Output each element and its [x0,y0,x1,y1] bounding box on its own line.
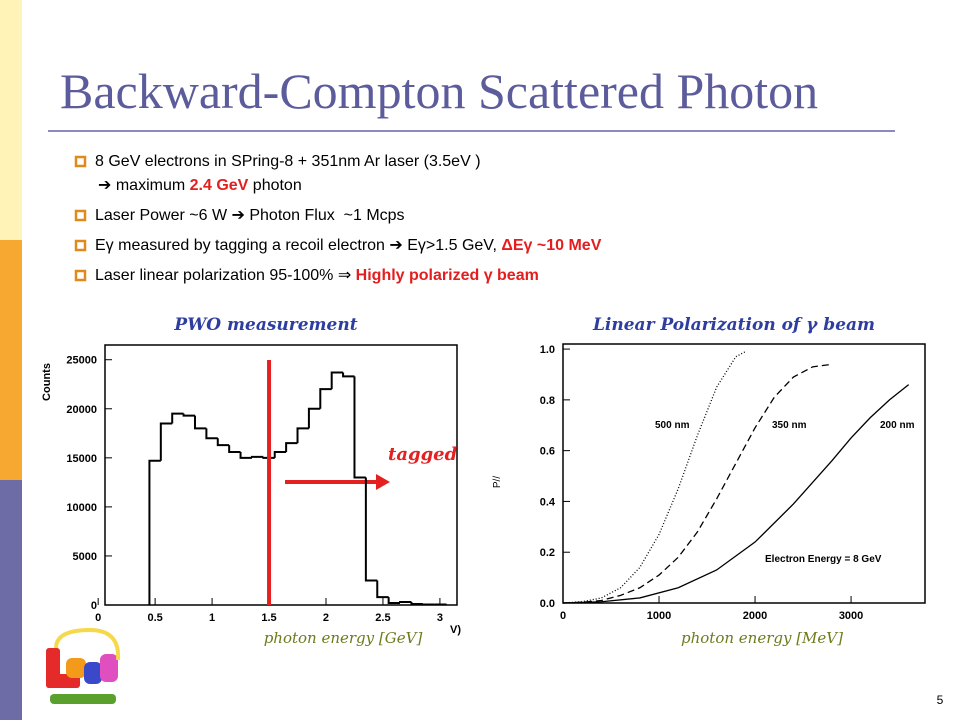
bullet-marker [74,269,87,282]
bullet-span: Laser linear polarization 95-100% ⇒ [95,267,356,284]
chart-title: Linear Polarization of γ beam [592,315,875,335]
histogram-bin [307,407,321,429]
curve-label: 350 nm [772,420,807,431]
y-tick-label: 20000 [66,404,97,416]
x-tick-label: 0 [560,610,566,622]
y-axis-label: Counts [41,363,53,401]
histogram-bin [364,477,378,582]
x-tick-label: 2000 [743,610,767,622]
polarization-curve [562,351,746,604]
histogram-bin [148,459,161,605]
x-tick-label: 2 [323,612,329,624]
polarization-curve [562,384,910,604]
y-tick-label: 5000 [73,551,97,563]
x-tick-label: 0.5 [147,612,162,624]
histogram-bin [216,438,230,447]
y-tick-label: 1.0 [540,344,555,356]
histogram-bin [228,445,241,453]
bullet-marker [74,155,87,168]
histogram-bin [273,450,287,458]
bullet-span: Eγ measured by tagging a recoil electron… [95,237,501,254]
histogram-bin [410,602,423,606]
curve-label: 200 nm [880,420,915,431]
y-tick-label: 25000 [66,355,97,367]
histogram-bin [330,371,344,390]
bullet-span: photon [248,177,301,194]
histogram-bin [205,428,218,440]
bullet-text: Laser Power ~6 W ➔ Photon Flux ~1 Mcps [95,207,405,224]
bullet-text: 8 GeV electrons in SPring-8 + 351nm Ar l… [95,153,481,170]
histogram-bin [319,388,332,409]
histogram-bin [399,601,412,604]
sidebar-middle [0,240,22,480]
plot-frame [562,343,926,604]
chart-title: PWO measurement [173,315,357,335]
bullet-span: ➔ maximum [98,177,190,194]
y-tick-label: 0.8 [540,395,555,407]
curve-label: 500 nm [655,420,690,431]
histogram-bin [250,455,264,458]
y-tick-label: 0.2 [540,547,555,559]
bullet-text: Eγ measured by tagging a recoil electron… [95,237,602,254]
bullet-marker [74,239,87,252]
chart-annotation: Electron Energy = 8 GeV [765,554,882,565]
histogram-bin [285,442,298,452]
bullet-highlight: 2.4 GeV [190,177,249,194]
y-tick-label: 0 [91,600,97,612]
histogram-bin [159,422,173,461]
slide-title: Backward-Compton Scattered Photon [60,63,818,119]
histogram-bin [239,451,252,459]
logo [46,627,121,704]
x-tick-label: 1 [209,612,215,624]
histogram-bin [296,427,309,444]
bullet-span: 8 GeV electrons in SPring-8 + 351nm Ar l… [95,153,481,170]
x-tick-label: 1000 [647,610,671,622]
bullet-text: ➔ maximum 2.4 GeV photon [98,177,302,194]
histogram-bin [342,372,355,378]
y-tick-label: 15000 [66,453,97,465]
y-tick-label: 0.0 [540,598,555,610]
x-axis-label: photon energy [GeV] [264,629,423,647]
x-tick-label: 0 [95,612,101,624]
y-tick-label: 0.6 [540,446,555,458]
polarization-curve [562,363,832,604]
y-axis-label: P// [492,476,503,488]
sidebar-bottom [0,480,22,720]
histogram-bin [353,376,366,479]
histogram-bin [387,597,401,605]
plot-frame [104,344,458,606]
bullet-text: Laser linear polarization 95-100% ⇒ High… [95,267,539,284]
x-tick-label: 3000 [839,610,863,622]
histogram-bin [182,413,195,417]
histogram-bin [171,412,184,424]
axis-fragment: V) [450,624,461,636]
histogram-bin [193,415,207,430]
histogram-bin [376,580,389,599]
x-tick-label: 3 [437,612,443,624]
page-number: 5 [937,693,944,707]
x-axis-label: photon energy [MeV] [681,629,843,647]
sidebar-top [0,0,22,240]
x-tick-label: 2.5 [375,612,390,624]
bullet-highlight: Highly polarized γ beam [356,267,539,284]
x-tick-label: 1.5 [261,612,276,624]
y-tick-label: 0.4 [540,496,556,508]
tag-annotation: tagged [388,444,458,465]
bullet-span: Laser Power ~6 W ➔ Photon Flux ~1 Mcps [95,207,405,224]
tag-arrow-head [376,474,390,490]
bullet-highlight: ΔEγ ~10 MeV [501,237,601,254]
y-tick-label: 10000 [66,502,97,514]
bullet-marker [74,209,87,222]
